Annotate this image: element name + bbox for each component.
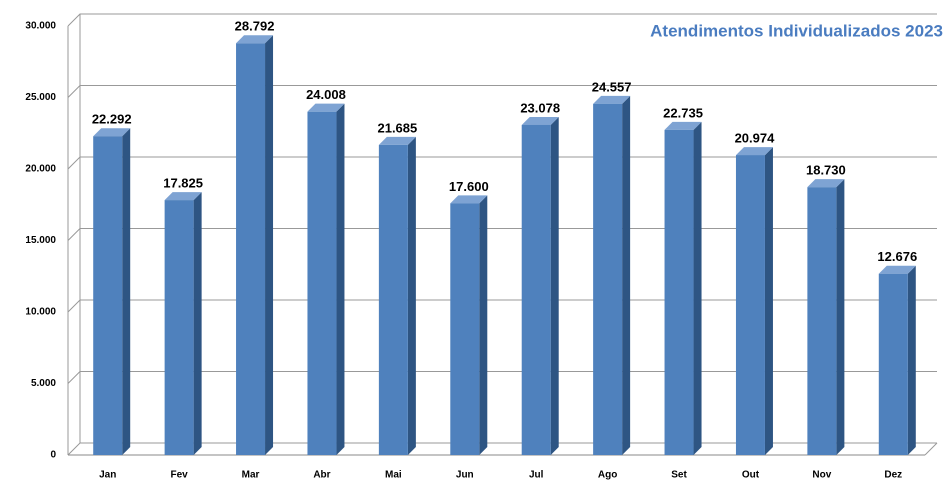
data-label: 17.600 xyxy=(449,179,489,194)
x-tick-label: Nov xyxy=(812,470,831,480)
x-tick-label: Out xyxy=(742,470,760,480)
bar xyxy=(378,136,416,456)
x-tick-label: Dez xyxy=(884,470,902,480)
y-tick-label: 25.000 xyxy=(25,92,56,103)
bar-side xyxy=(693,121,702,456)
chart-title: Atendimentos Individualizados 2023 xyxy=(650,21,943,40)
grid-line xyxy=(67,156,937,170)
y-tick-label: 10.000 xyxy=(25,307,56,318)
bar-front xyxy=(593,103,623,455)
y-tick-label: 5.000 xyxy=(31,378,56,389)
y-tick-label: 30.000 xyxy=(25,21,56,32)
x-tick-label: Mar xyxy=(242,470,260,480)
bar-front xyxy=(664,129,694,455)
bar-top xyxy=(807,179,845,188)
bar xyxy=(93,128,131,455)
bar-top xyxy=(378,136,416,145)
data-label: 23.078 xyxy=(520,100,560,115)
bar-side xyxy=(265,35,274,455)
x-tick-label: Ago xyxy=(598,470,617,480)
bar-top xyxy=(164,192,202,201)
bar-side xyxy=(122,128,131,455)
x-tick-label: Set xyxy=(671,470,687,480)
x-tick-label: Fev xyxy=(171,470,189,480)
bar xyxy=(593,95,631,455)
bar-side xyxy=(550,116,559,456)
x-tick-label: Abr xyxy=(313,470,330,480)
grid-line xyxy=(67,299,937,313)
data-label: 20.974 xyxy=(735,131,776,146)
bar-front xyxy=(307,111,337,455)
bar-front xyxy=(378,144,408,456)
bar-top xyxy=(878,265,916,274)
bar xyxy=(450,195,488,455)
grid-line xyxy=(67,13,937,27)
data-label: 22.735 xyxy=(663,105,703,120)
bar-front xyxy=(521,124,551,456)
floor-depth-right xyxy=(924,442,938,456)
data-label: 21.685 xyxy=(377,120,417,135)
grid-line xyxy=(67,228,937,241)
bar-side xyxy=(193,192,202,456)
grid-line xyxy=(67,371,937,384)
data-label: 12.676 xyxy=(877,249,917,264)
bar-front xyxy=(93,136,123,455)
data-label: 24.557 xyxy=(592,79,632,94)
bar xyxy=(236,35,274,455)
y-tick-label: 20.000 xyxy=(25,164,56,175)
bar xyxy=(664,121,702,456)
grid-line xyxy=(67,442,937,456)
x-tick-label: Jun xyxy=(456,470,474,480)
bar xyxy=(878,265,916,455)
bar xyxy=(521,116,559,456)
bar-side xyxy=(336,103,345,455)
x-tick-label: Mai xyxy=(385,470,402,480)
bar-side xyxy=(764,147,773,456)
bar-front xyxy=(450,203,480,455)
bar-side xyxy=(407,136,416,456)
bar xyxy=(164,192,202,456)
bar-side xyxy=(479,195,488,455)
bar-top xyxy=(735,147,773,156)
bar-front xyxy=(807,187,837,455)
bar-top xyxy=(236,35,274,44)
bar-top xyxy=(593,95,631,104)
data-label: 17.825 xyxy=(163,176,203,191)
bar-top xyxy=(93,128,131,137)
bar-front xyxy=(164,200,194,455)
data-label: 18.730 xyxy=(806,163,846,178)
x-tick-label: Jan xyxy=(99,470,116,480)
x-tick-label: Jul xyxy=(529,470,544,480)
bar-side xyxy=(622,95,631,455)
bar-top xyxy=(450,195,488,204)
bar-top xyxy=(521,116,559,125)
y-tick-label: 0 xyxy=(50,450,56,461)
bar xyxy=(807,179,845,455)
data-label: 22.292 xyxy=(92,112,132,127)
bar-top xyxy=(307,103,345,112)
y-tick-label: 15.000 xyxy=(25,235,56,246)
bar-side xyxy=(836,179,845,455)
bar-side xyxy=(907,265,916,455)
bar-top xyxy=(664,121,702,130)
grid-line xyxy=(67,85,937,98)
bar-front xyxy=(236,43,266,455)
bar xyxy=(307,103,345,455)
data-label: 24.008 xyxy=(306,87,346,102)
data-label: 28.792 xyxy=(235,19,275,34)
bar-front xyxy=(878,273,908,455)
bar xyxy=(735,147,773,456)
bar-front xyxy=(735,155,765,456)
